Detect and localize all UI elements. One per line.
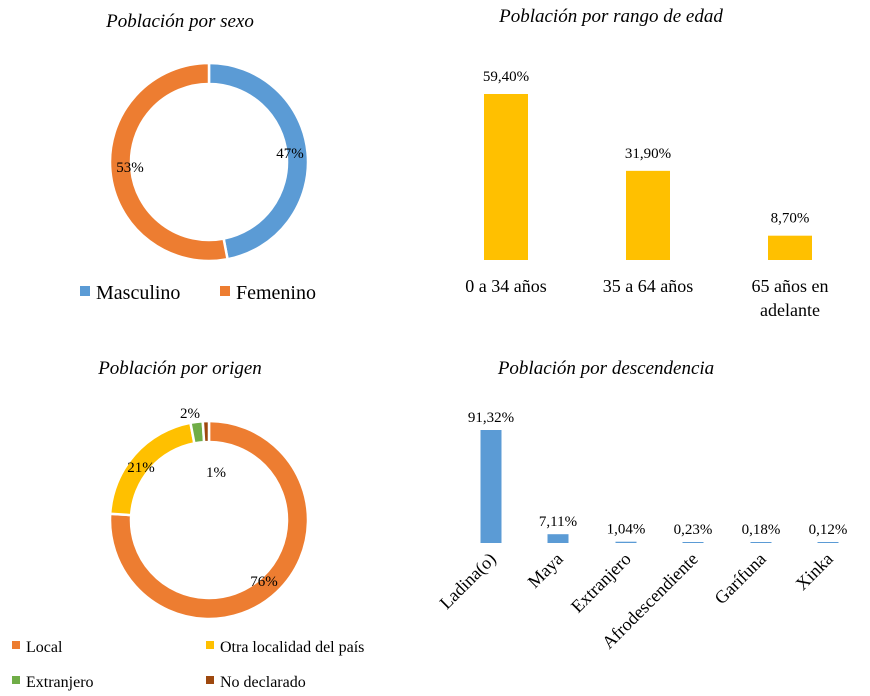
x-tick-label-edad-2: 65 años en: [752, 276, 829, 296]
bar-descendencia-1: [547, 534, 569, 543]
data-label-descendencia-0: 91,32%: [468, 410, 514, 426]
legend-label-extranjero: Extranjero: [26, 674, 94, 691]
bar-descendencia-4: [750, 542, 772, 543]
bar-chart-edad: 59,40% 0 a 34 años 31,90% 35 a 64 años 8,70%…: [465, 69, 828, 320]
chart-title-sexo: Población por sexo: [105, 11, 254, 32]
legend-label-otra-localidad: Otra localidad del país: [220, 639, 364, 656]
bar-edad-2: [768, 235, 812, 260]
legend-swatch-no-declarado: [206, 676, 214, 684]
x-tick-label-edad-0: 0 a 34 años: [465, 276, 546, 296]
legend-label-no-declarado: No declarado: [220, 674, 306, 691]
legend-swatch-masculino: [80, 286, 90, 296]
legend-label-femenino: Femenino: [236, 282, 316, 304]
data-label-edad-0: 59,40%: [483, 69, 529, 85]
data-label-edad-1: 31,90%: [625, 146, 671, 162]
data-label-otra-localidad: 21%: [127, 460, 155, 476]
data-label-edad-2: 8,70%: [771, 211, 810, 227]
bar-descendencia-2: [615, 541, 637, 543]
x-tick-label-descendencia-1: Maya: [524, 549, 567, 592]
x-tick-label-descendencia-5: Xinka: [792, 549, 837, 594]
slice-local: [108, 419, 310, 621]
bar-descendencia-0: [480, 430, 502, 543]
slice-femenino: [108, 61, 230, 263]
x-tick-label-descendencia-4: Garífuna: [710, 549, 769, 608]
bar-edad-0: [484, 94, 528, 260]
x-tick-label-edad-2: adelante: [760, 300, 820, 320]
data-label-descendencia-2: 1,04%: [607, 522, 646, 538]
legend-swatch-local: [12, 641, 20, 649]
chart-title-edad: Población por rango de edad: [498, 6, 723, 27]
x-tick-label-descendencia-2: Extranjero: [567, 549, 635, 617]
x-tick-label-edad-1: 35 a 64 años: [603, 276, 693, 296]
data-label-descendencia-1: 7,11%: [539, 514, 577, 530]
legend-swatch-otra-localidad: [206, 641, 214, 649]
donut-origen: 76% 21% 2% 1% Local Otra localidad del país Ex…: [12, 406, 364, 691]
data-label-descendencia-3: 0,23%: [674, 522, 713, 538]
legend-swatch-extranjero: [12, 676, 20, 684]
bar-chart-descendencia: 91,32% Ladina(o) 7,11% Maya 1,04% Extranjero 0…: [436, 410, 848, 653]
bar-descendencia-5: [817, 542, 839, 543]
donut-sexo: 47% 53% Masculino Femenino: [80, 61, 316, 304]
data-label-masculino: 47%: [276, 146, 304, 162]
data-label-descendencia-4: 0,18%: [742, 522, 781, 538]
legend-swatch-femenino: [220, 286, 230, 296]
x-tick-label-descendencia-0: Ladina(o): [436, 549, 501, 614]
data-label-extranjero: 2%: [180, 406, 200, 422]
bar-descendencia-3: [682, 542, 704, 543]
data-label-no-declarado: 1%: [206, 465, 226, 481]
data-label-descendencia-5: 0,12%: [809, 522, 848, 538]
data-label-femenino: 53%: [116, 160, 144, 176]
chart-title-origen: Población por origen: [97, 358, 262, 379]
chart-title-descendencia: Población por descendencia: [497, 358, 714, 379]
slice-no-declarado: [201, 419, 211, 444]
legend-label-masculino: Masculino: [96, 282, 180, 304]
legend-label-local: Local: [26, 639, 63, 656]
data-label-local: 76%: [250, 574, 278, 590]
bar-edad-1: [626, 170, 670, 260]
